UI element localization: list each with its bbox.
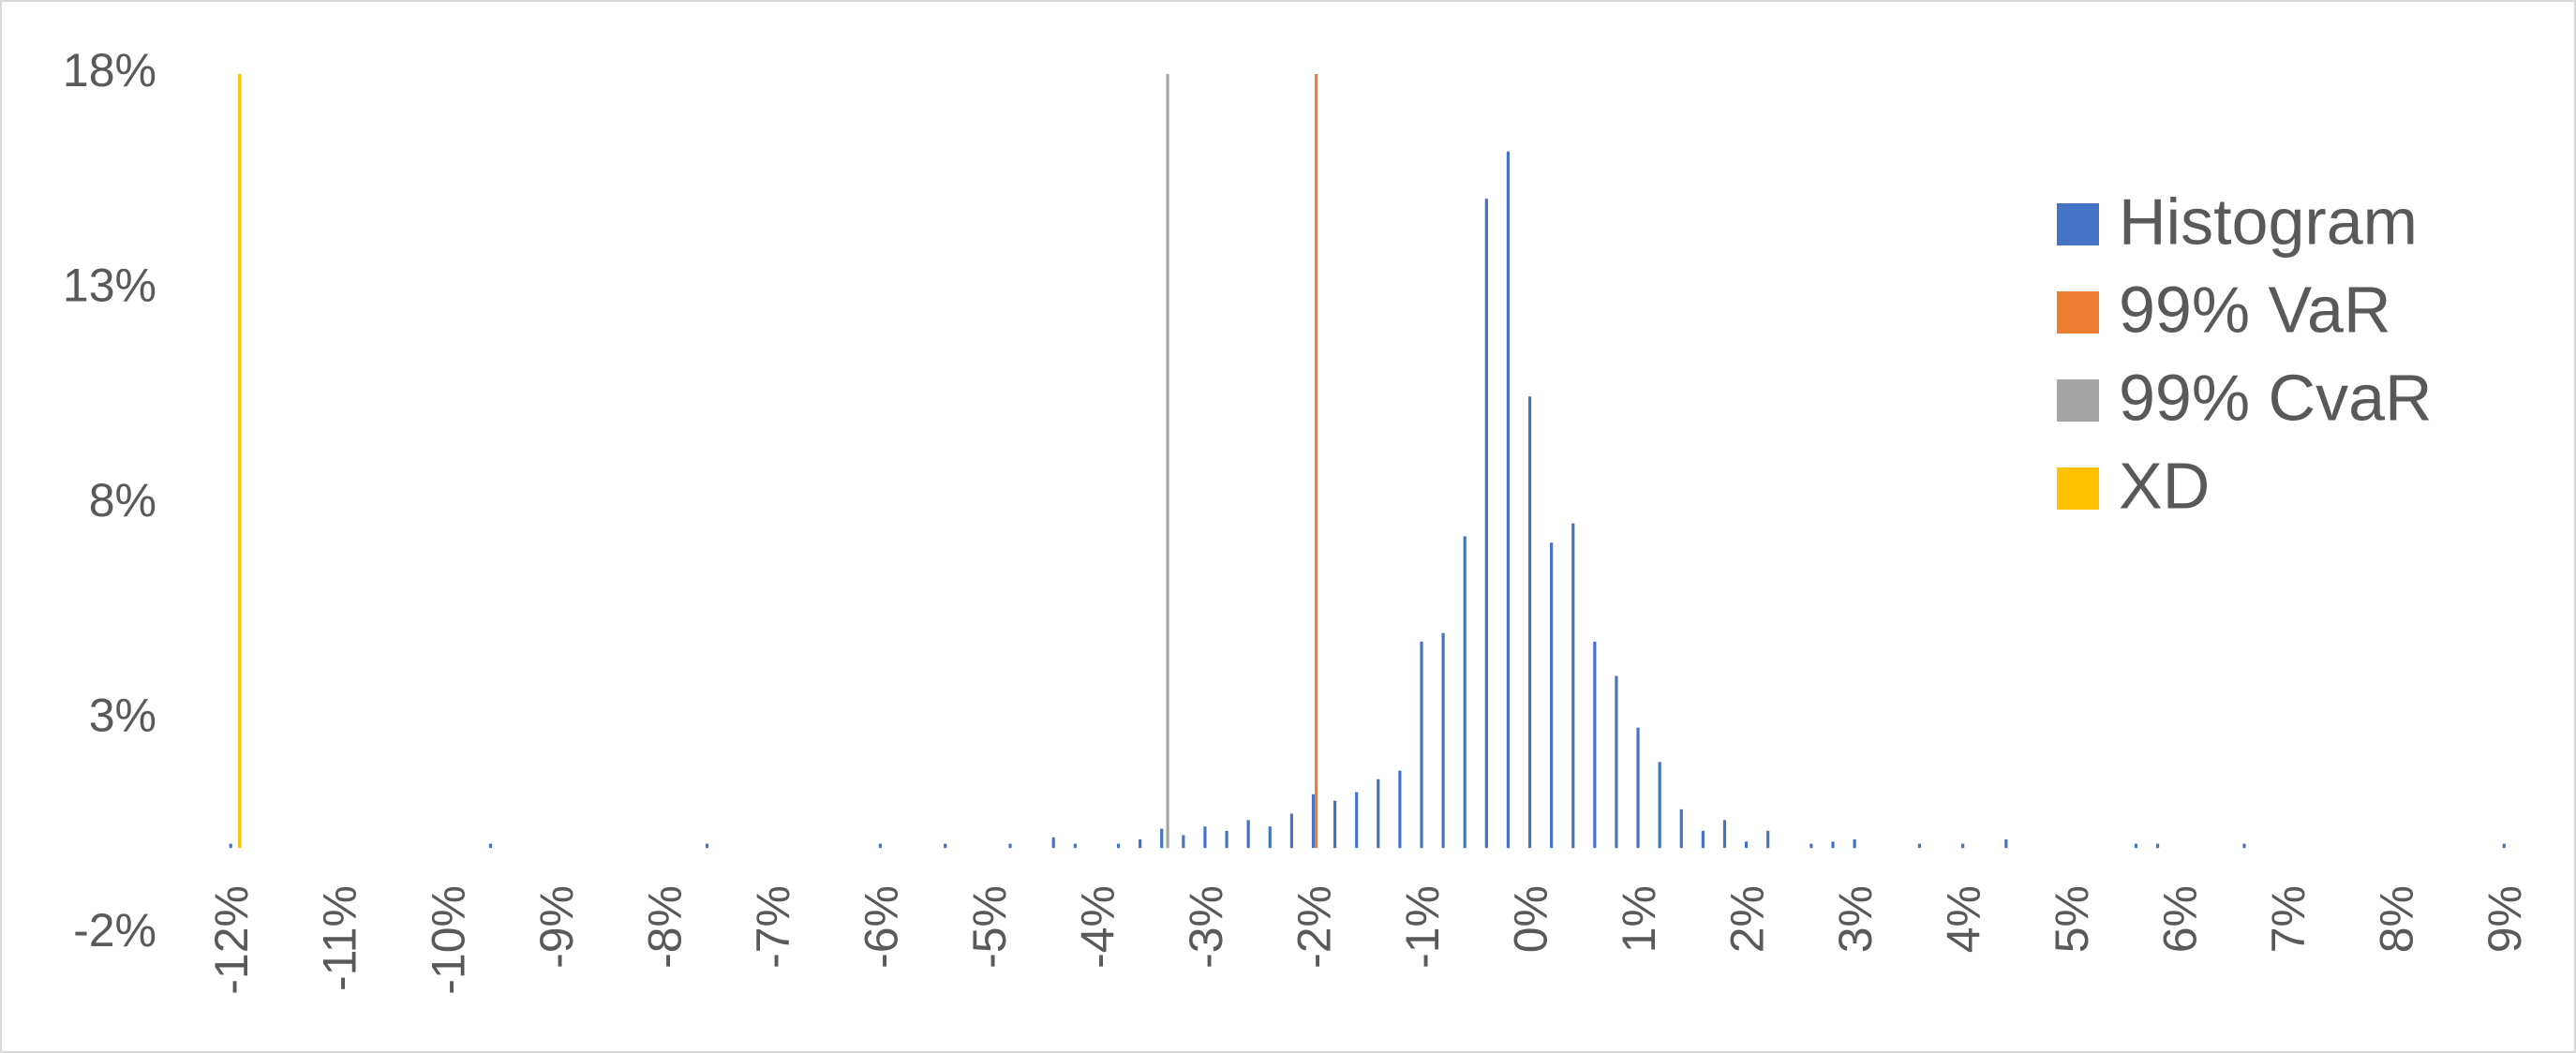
y-tick-label: 8% [89, 474, 156, 526]
x-tick-label: -8% [638, 885, 691, 969]
legend-label: Histogram [2119, 185, 2418, 258]
y-tick-label: 18% [63, 44, 156, 96]
bar [1139, 839, 1142, 849]
bar [1961, 843, 1965, 849]
x-tick-label: -4% [1071, 885, 1124, 969]
bar [2155, 843, 2160, 849]
bar [1246, 820, 1250, 849]
bar [1593, 641, 1597, 849]
bar [1051, 837, 1055, 849]
bar [1268, 826, 1272, 849]
bar [1398, 770, 1402, 849]
bar [1311, 793, 1316, 849]
bar [1377, 779, 1380, 849]
bar [1658, 762, 1661, 849]
bar [1701, 830, 1705, 849]
bar [1571, 523, 1575, 849]
x-tick-label: -9% [530, 885, 583, 969]
x-tick-label: -12% [205, 885, 258, 995]
x-tick-label: 7% [2262, 885, 2315, 953]
bar [1550, 542, 1554, 849]
bar [1116, 843, 1121, 849]
y-tick-label: -2% [73, 904, 156, 957]
bar [1636, 727, 1640, 849]
bar [238, 74, 242, 849]
bar [1744, 841, 1749, 849]
bar [1722, 820, 1727, 849]
legend-label: 99% CvaR [2119, 361, 2433, 434]
bar [1289, 813, 1293, 849]
bar [1679, 808, 1683, 849]
bar [1615, 675, 1618, 849]
bar [944, 843, 947, 849]
bar [1315, 74, 1318, 849]
legend-swatch [2057, 203, 2099, 245]
bar [1917, 843, 1921, 849]
bar [1420, 641, 1423, 849]
x-tick-label: -6% [855, 885, 907, 969]
bar [1527, 396, 1532, 849]
bar [1225, 830, 1228, 849]
bar [705, 843, 709, 849]
bar [2004, 839, 2008, 849]
bar [1809, 843, 1813, 849]
bar [1160, 828, 1164, 849]
bar [1463, 536, 1467, 849]
x-tick-label: 6% [2154, 885, 2207, 953]
x-tick-label: 8% [2371, 885, 2423, 953]
bar [1073, 843, 1077, 849]
x-tick-label: -2% [1288, 885, 1340, 969]
x-tick-label: 2% [1721, 885, 1774, 953]
x-tick-label: -3% [1180, 885, 1232, 969]
x-tick-label: 4% [1938, 885, 1990, 953]
legend-label: XD [2119, 449, 2210, 522]
bar [878, 843, 882, 849]
x-tick-label: -1% [1396, 885, 1449, 969]
x-tick-label: 9% [2479, 885, 2531, 953]
x-tick-label: -11% [314, 885, 366, 991]
bar [1166, 74, 1169, 849]
bar [1008, 843, 1012, 849]
legend-label: 99% VaR [2119, 273, 2391, 346]
x-tick-label: 1% [1613, 885, 1665, 953]
bar [2242, 843, 2246, 849]
legend-swatch [2057, 291, 2099, 334]
bar [1203, 826, 1207, 849]
legend-swatch [2057, 379, 2099, 422]
bar [1484, 199, 1488, 849]
bar [1355, 792, 1359, 849]
bar [488, 843, 493, 849]
y-tick-label: 13% [63, 260, 156, 312]
bar [1853, 839, 1856, 849]
bar [1831, 841, 1835, 849]
bar [1441, 632, 1445, 849]
bar [229, 843, 232, 849]
bar [2134, 843, 2138, 849]
x-tick-label: -10% [422, 885, 474, 995]
bar [1182, 835, 1185, 849]
bar [1333, 800, 1337, 849]
x-tick-label: 3% [1829, 885, 1882, 953]
legend-swatch [2057, 467, 2099, 510]
bar [1766, 830, 1770, 849]
y-tick-label: 3% [89, 690, 156, 742]
bar [2502, 843, 2506, 849]
x-tick-label: 0% [1504, 885, 1556, 953]
x-tick-label: 5% [2046, 885, 2098, 953]
x-tick-label: -5% [963, 885, 1016, 969]
bar [1506, 151, 1511, 849]
x-tick-label: -7% [747, 885, 799, 969]
